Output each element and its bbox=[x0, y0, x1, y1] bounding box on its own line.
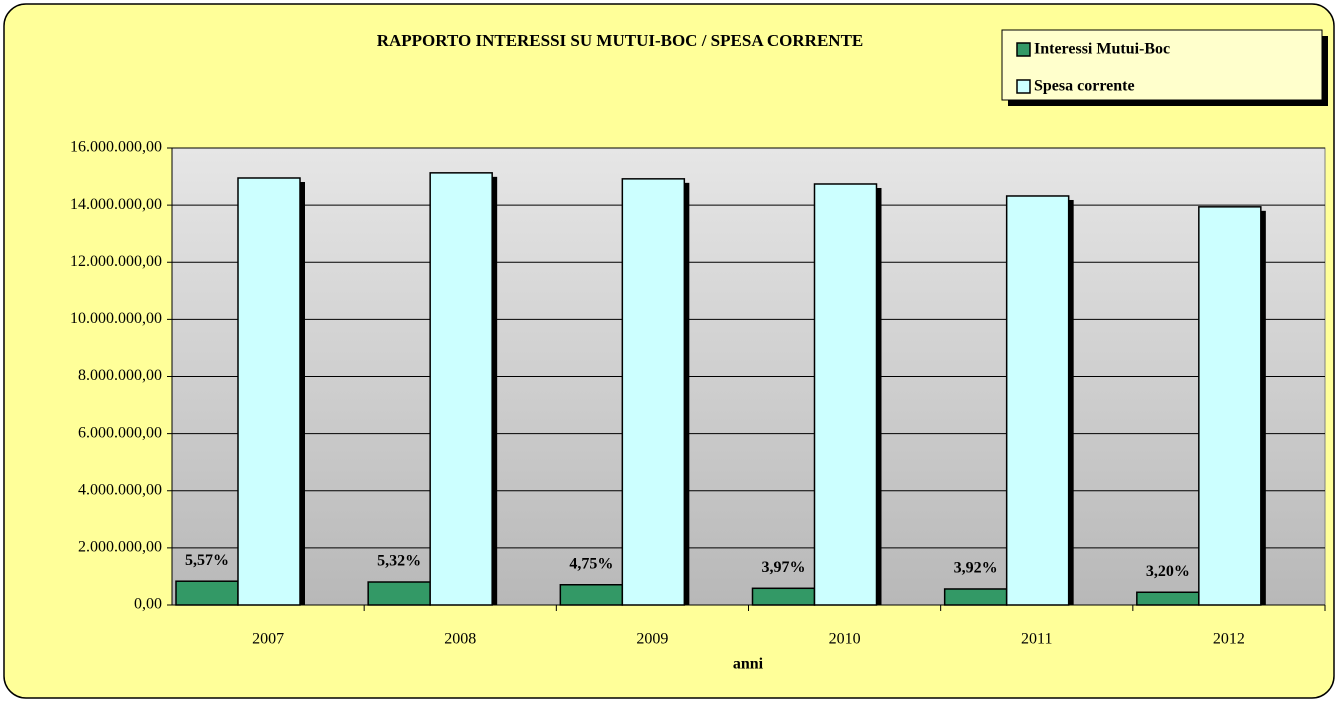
data-annotation: 3,92% bbox=[954, 560, 998, 577]
x-tick-label: 2008 bbox=[444, 631, 476, 648]
y-tick-label: 12.000.000,00 bbox=[70, 253, 162, 270]
data-annotation: 5,57% bbox=[185, 552, 229, 569]
bar bbox=[559, 583, 624, 606]
legend-swatch bbox=[1016, 79, 1031, 94]
data-annotation: 3,20% bbox=[1146, 563, 1190, 580]
bar bbox=[175, 580, 239, 606]
y-tick-label: 16.000.000,00 bbox=[70, 139, 162, 156]
y-tick-label: 14.000.000,00 bbox=[70, 196, 162, 213]
bar bbox=[237, 177, 301, 606]
bar bbox=[943, 588, 1008, 606]
legend bbox=[1001, 29, 1323, 101]
x-tick-label: 2011 bbox=[1021, 631, 1052, 648]
x-tick-label: 2010 bbox=[829, 631, 861, 648]
data-annotation: 3,97% bbox=[762, 559, 806, 576]
bar bbox=[1136, 591, 1200, 606]
y-tick-label: 4.000.000,00 bbox=[78, 481, 162, 498]
legend-label: Spesa corrente bbox=[1034, 78, 1135, 95]
y-tick-label: 2.000.000,00 bbox=[78, 539, 162, 556]
bar bbox=[813, 183, 878, 606]
bar bbox=[621, 178, 686, 606]
y-tick-label: 0,00 bbox=[134, 596, 162, 613]
bar bbox=[751, 587, 816, 606]
legend-label: Interessi Mutui-Boc bbox=[1034, 41, 1170, 58]
bar bbox=[429, 172, 493, 606]
bar bbox=[1198, 206, 1262, 606]
bar bbox=[1005, 195, 1070, 606]
x-axis-label: anni bbox=[733, 656, 764, 673]
x-tick-label: 2012 bbox=[1213, 631, 1245, 648]
data-annotation: 4,75% bbox=[569, 555, 613, 572]
y-tick-label: 6.000.000,00 bbox=[78, 424, 162, 441]
y-tick-label: 8.000.000,00 bbox=[78, 367, 162, 384]
y-tick-label: 10.000.000,00 bbox=[70, 310, 162, 327]
x-tick-label: 2009 bbox=[636, 631, 668, 648]
data-annotation: 5,32% bbox=[377, 553, 421, 570]
legend-swatch bbox=[1016, 42, 1031, 57]
bar bbox=[367, 581, 431, 606]
chart-title: RAPPORTO INTERESSI SU MUTUI-BOC / SPESA … bbox=[377, 31, 864, 50]
x-tick-label: 2007 bbox=[252, 631, 284, 648]
